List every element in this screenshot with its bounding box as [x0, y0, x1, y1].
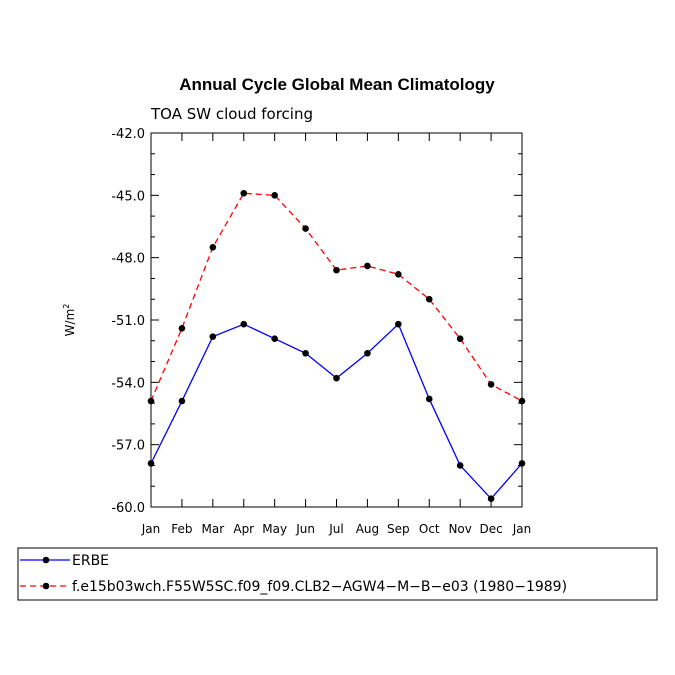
- y-tick-label: -45.0: [111, 189, 145, 204]
- series-1-point: [240, 189, 248, 197]
- y-tick-label: -51.0: [111, 314, 145, 329]
- series-1-point: [147, 397, 155, 405]
- x-tick-label: Dec: [479, 522, 502, 536]
- x-tick-label: Oct: [419, 522, 440, 536]
- series-0-point: [271, 335, 278, 343]
- series-0-point: [456, 462, 464, 469]
- series-1-point: [333, 266, 340, 274]
- y-tick-label: -48.0: [111, 252, 145, 267]
- x-tick-label: Feb: [171, 522, 192, 536]
- series-line-1: [150, 192, 523, 402]
- series-line-0: [150, 323, 523, 500]
- y-axis: -42.0 -45.0 -48.0 -51.0 -54.0 -57.0 -60.0: [111, 127, 522, 516]
- x-tick-label: Nov: [448, 522, 471, 536]
- series-1-point: [364, 262, 371, 270]
- series-0-point: [487, 495, 495, 502]
- x-tick-label: Jan: [141, 522, 161, 536]
- legend-marker-1: [42, 582, 50, 590]
- series-1-point: [518, 397, 526, 405]
- x-tick-label: Aug: [356, 522, 379, 536]
- series-0-point: [209, 333, 217, 340]
- series-1-point: [302, 225, 309, 232]
- legend-box: [17, 547, 658, 601]
- series-1-point: [425, 295, 433, 303]
- chart-subtitle: TOA SW cloud forcing: [150, 105, 313, 123]
- y-tick-label: -42.0: [111, 127, 145, 142]
- plot-frame: [150, 132, 523, 508]
- series-0-point: [333, 374, 340, 382]
- x-tick-label: Jun: [295, 522, 315, 536]
- series-1-point: [178, 325, 186, 332]
- legend-label-1: f.e15b03wch.F55W5SC.f09_f09.CLB2−AGW4−M−…: [72, 579, 567, 595]
- series-0-point: [364, 349, 371, 357]
- series-0-point: [178, 397, 186, 405]
- x-tick-label: Sep: [387, 522, 410, 536]
- series-1-point: [487, 381, 495, 388]
- y-axis-label: W/m2: [62, 304, 77, 337]
- series-layer: [147, 189, 526, 502]
- series-1-point: [456, 335, 464, 343]
- series-0-point: [425, 395, 433, 403]
- series-0-point: [395, 320, 402, 328]
- series-0-point: [518, 460, 526, 467]
- y-tick-label: -54.0: [111, 376, 145, 391]
- x-tick-label: Apr: [233, 522, 254, 536]
- legend-label-0: ERBE: [72, 553, 109, 569]
- chart-title: Annual Cycle Global Mean Climatology: [179, 75, 495, 94]
- series-1-point: [395, 270, 402, 278]
- x-tick-label: Mar: [202, 522, 225, 536]
- y-tick-label: -57.0: [111, 439, 145, 454]
- legend-marker-0: [42, 556, 50, 564]
- x-axis: Jan Feb Mar Apr May Jun Jul Aug Sep Oct Nov Dec Jan: [141, 133, 532, 536]
- x-tick-label: Jul: [328, 522, 343, 536]
- x-tick-label: May: [262, 522, 287, 536]
- series-0-point: [147, 460, 155, 467]
- series-1-point: [271, 192, 278, 199]
- y-tick-label: -60.0: [111, 501, 145, 516]
- series-1-point: [209, 243, 217, 251]
- legend: ERBE f.e15b03wch.F55W5SC.f09_f09.CLB2−AGW…: [20, 553, 567, 595]
- series-0-point: [302, 349, 309, 357]
- series-0-point: [240, 320, 248, 328]
- x-tick-label: Jan: [512, 522, 532, 536]
